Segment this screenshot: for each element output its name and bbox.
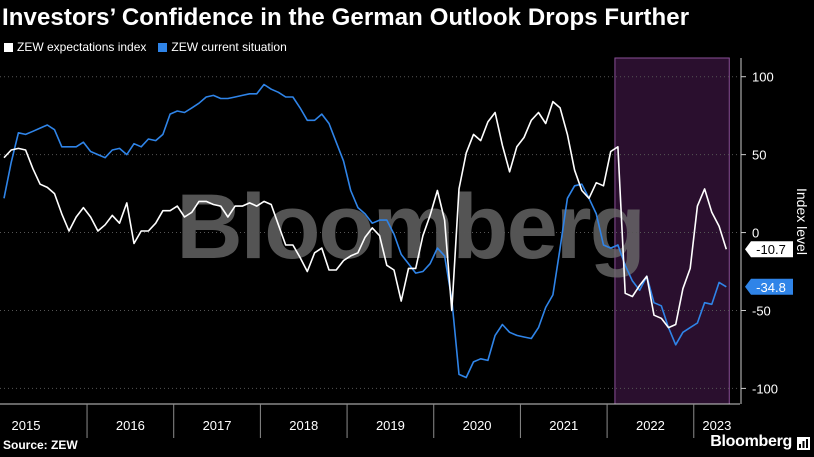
watermark: Bloomberg [176, 176, 644, 278]
y-tick-label: 50 [752, 148, 766, 163]
series-line-current [3, 83, 727, 379]
legend-label-current: ZEW current situation [171, 40, 287, 54]
end-label-box [745, 278, 793, 295]
y-axis-label: Index level [794, 188, 810, 255]
legend-item-expectations: ZEW expectations index [4, 40, 146, 54]
legend-label-expectations: ZEW expectations index [17, 40, 147, 54]
x-tick-label: 2023 [702, 418, 731, 433]
end-label-current: -34.8 [745, 278, 793, 295]
end-label-expectations: -10.7 [745, 241, 793, 258]
legend-item-current: ZEW current situation [158, 40, 287, 54]
x-tick-label: 2020 [463, 418, 492, 433]
y-tick-label: -50 [752, 303, 771, 318]
chart-title: Investors’ Confidence in the German Outl… [2, 4, 690, 31]
legend-swatch-expectations [4, 42, 13, 52]
source-note: Source: ZEW [3, 438, 78, 452]
end-label-box [745, 241, 793, 258]
x-tick-label: 2019 [376, 418, 405, 433]
end-label-text: -34.8 [756, 280, 786, 295]
highlight-band [614, 57, 730, 405]
x-tick-label: 2016 [116, 418, 145, 433]
bar-chart-icon [797, 437, 810, 450]
legend: ZEW expectations index ZEW current situa… [4, 40, 287, 54]
series-line-expectations [3, 100, 728, 329]
y-tick-label: -100 [752, 381, 778, 396]
x-tick-label: 2015 [12, 418, 41, 433]
y-tick-label: 100 [752, 70, 774, 85]
x-tick-label: 2018 [289, 418, 318, 433]
end-label-text: -10.7 [756, 242, 786, 257]
x-tick-label: 2017 [203, 418, 232, 433]
brand-logo: Bloomberg [710, 433, 792, 450]
legend-swatch-current [158, 42, 168, 52]
x-tick-label: 2021 [549, 418, 578, 433]
x-tick-label: 2022 [636, 418, 665, 433]
y-tick-label: 0 [752, 226, 759, 241]
